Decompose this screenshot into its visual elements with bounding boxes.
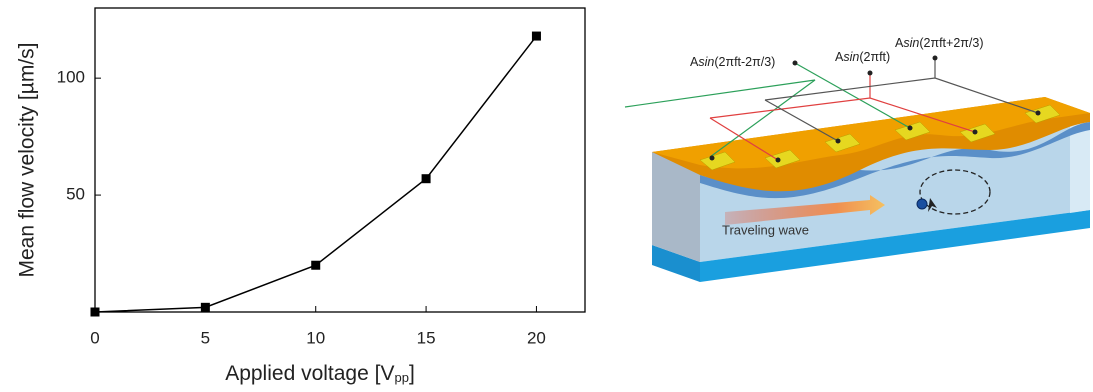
right-face: [1070, 120, 1090, 213]
marker: [311, 260, 321, 270]
marker: [531, 31, 541, 41]
wires: [624, 58, 1039, 161]
wire: [624, 79, 816, 158]
signal-label: Asin(2πft): [835, 50, 890, 64]
y-tick-label: 50: [66, 185, 85, 204]
label-pre: A: [835, 50, 844, 64]
label-pre: A: [895, 36, 904, 50]
label-italic: sin: [903, 36, 919, 50]
x-tick-label: 10: [306, 328, 325, 347]
dots: [709, 55, 1041, 163]
marker: [421, 174, 431, 184]
dot: [1035, 110, 1041, 116]
electrodes: [699, 104, 1061, 171]
marker: [200, 302, 210, 312]
series-line: [94, 35, 538, 313]
plot-frame: [94, 7, 586, 313]
signal-label: Asin(2πft-2π/3): [690, 55, 775, 69]
electrode: [764, 149, 801, 169]
signal-label: Asin(2πft+2π/3): [895, 36, 983, 50]
diagram: Asin(2πft-2π/3) Asin(2πft)Asin(2πft+2π/3)…: [624, 36, 1090, 282]
x-tick-label: 0: [90, 328, 99, 347]
bottom-layer: [700, 210, 1090, 282]
x-label-sub: pp: [394, 370, 408, 385]
marker: [90, 307, 100, 317]
x-label-suffix: ]: [409, 362, 415, 385]
x-axis-label: Applied voltage [Vpp]: [225, 362, 415, 386]
side-face: [652, 152, 700, 262]
vortex: [919, 169, 991, 215]
x-tick-label: 15: [417, 328, 436, 347]
dot: [867, 70, 873, 76]
electrode: [824, 133, 861, 153]
label-italic: sin: [698, 55, 714, 69]
label-post: (2πft-2π/3): [714, 55, 775, 69]
y-axis-label: Mean flow velocity [µm/s]: [16, 43, 39, 278]
dot: [907, 125, 913, 131]
wire: [709, 117, 779, 161]
dot: [792, 60, 798, 66]
label-post: (2πft): [859, 50, 890, 64]
electrode: [1024, 104, 1061, 124]
dot: [932, 55, 938, 61]
vortex-arrow: [928, 198, 937, 212]
dot: [775, 157, 781, 163]
dot: [709, 155, 715, 161]
chart: 0 5 10 15 20 50 100 Applied voltage [Vpp] Mean f…: [16, 7, 586, 386]
electrode: [699, 151, 736, 171]
electrode: [894, 121, 931, 141]
wire: [794, 62, 911, 129]
x-label-text: Applied voltage [V: [225, 362, 394, 385]
label-post: (2πft+2π/3): [919, 36, 983, 50]
dot: [972, 129, 978, 135]
dot: [835, 138, 841, 144]
wire: [764, 99, 839, 142]
x-tick-label: 20: [527, 328, 546, 347]
electrode: [959, 123, 996, 143]
side-bottom: [652, 245, 700, 282]
particle: [916, 198, 928, 210]
label-pre: A: [690, 55, 699, 69]
x-tick-label: 5: [201, 328, 210, 347]
wave-arrow: [725, 195, 885, 225]
top-surface: [652, 97, 1090, 169]
y-tick-label: 100: [57, 68, 85, 87]
wave-label: Traveling wave: [722, 222, 809, 237]
label-italic: sin: [843, 50, 859, 64]
